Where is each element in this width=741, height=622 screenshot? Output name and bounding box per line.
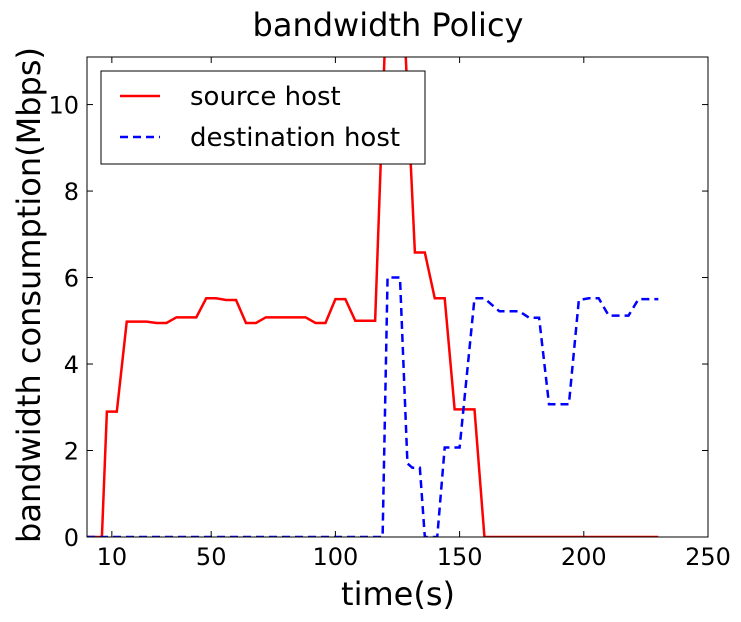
y-axis-label: bandwidth consumption(Mbps): [10, 47, 48, 543]
y-tick-label: 10: [48, 92, 79, 120]
y-tick-label: 8: [64, 178, 79, 206]
x-tick-label: 250: [685, 543, 731, 571]
legend-label-source: source host: [190, 82, 341, 112]
chart-title: bandwidth Policy: [253, 6, 524, 44]
series-line-1: [87, 276, 659, 537]
x-tick-label: 100: [312, 543, 358, 571]
x-tick-label: 50: [196, 543, 227, 571]
y-tick-label: 2: [64, 438, 79, 466]
x-tick-label: 200: [561, 543, 607, 571]
y-tick-label: 4: [64, 351, 79, 379]
series-line-0: [87, 57, 659, 537]
legend: source host destination host: [100, 70, 426, 165]
x-tick-label: 150: [437, 543, 483, 571]
x-axis-label: time(s): [341, 575, 455, 613]
y-tick-label: 6: [64, 265, 79, 293]
plot-frame: [86, 56, 709, 538]
y-tick-label: 0: [64, 524, 79, 552]
plot-area: 10 50 100 150 200 250 0 2 4 6 8 10: [48, 56, 731, 571]
legend-box: [100, 70, 426, 165]
x-tick-label: 10: [97, 543, 128, 571]
legend-label-destination: destination host: [190, 123, 400, 153]
